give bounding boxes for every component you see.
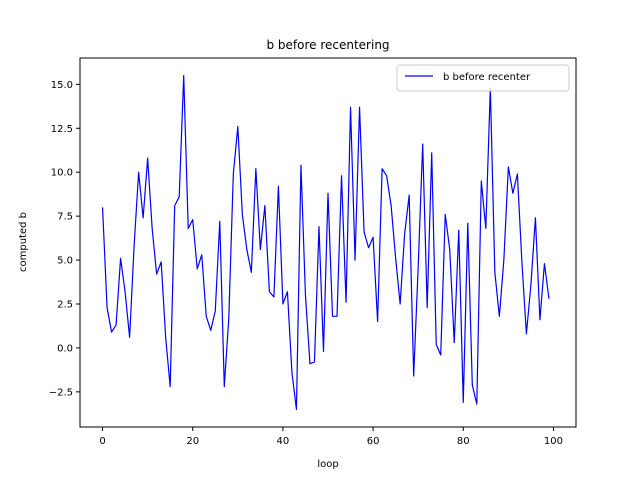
y-tick-label: 5.0 (57, 256, 73, 267)
x-axis: 0 20 40 60 80 100 (99, 427, 563, 447)
y-tick-label: 7.5 (57, 212, 73, 223)
legend: b before recenter (396, 64, 570, 92)
x-axis-label: loop (317, 459, 338, 470)
legend-box (396, 64, 570, 92)
y-tick-label: 15.0 (51, 80, 73, 91)
chart-title: b before recentering (266, 38, 389, 52)
series-line-0 (101, 74, 550, 411)
x-tick-label: 20 (186, 436, 199, 447)
y-tick-label: 0.0 (57, 343, 73, 354)
y-tick-label: 10.0 (51, 168, 73, 179)
legend-label: b before recenter (443, 72, 531, 83)
y-tick-label: 2.5 (57, 300, 73, 311)
x-tick-label: 80 (457, 436, 470, 447)
y-tick-label: 12.5 (51, 124, 73, 135)
plot-area (101, 74, 550, 411)
x-tick-label: 60 (367, 436, 380, 447)
x-tick-label: 100 (544, 436, 563, 447)
x-tick-label: 40 (277, 436, 290, 447)
x-tick-label: 0 (99, 436, 105, 447)
axes-frame (79, 57, 577, 428)
y-axis: −2.5 0.0 2.5 5.0 7.5 10.0 12.5 15.0 (49, 80, 80, 398)
y-tick-label: −2.5 (49, 387, 73, 398)
y-axis-label: computed b (18, 212, 29, 272)
